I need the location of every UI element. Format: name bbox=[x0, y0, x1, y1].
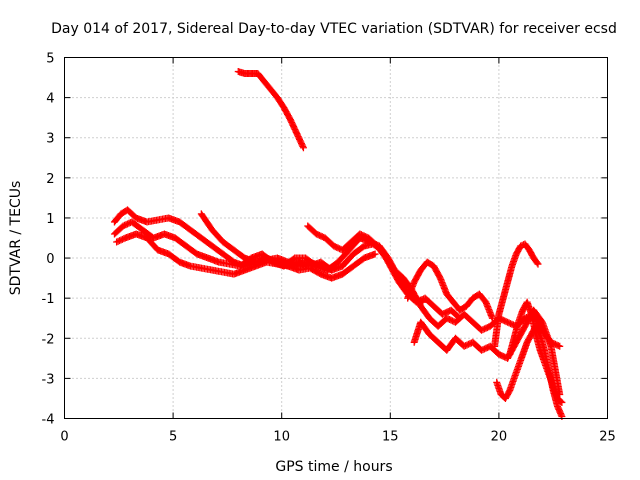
data-point bbox=[533, 259, 541, 267]
series-track-i bbox=[491, 240, 542, 350]
x-tick-label: 15 bbox=[382, 430, 399, 445]
data-point bbox=[557, 397, 565, 405]
plot-frame bbox=[64, 57, 608, 419]
y-tick-label: 1 bbox=[46, 212, 54, 227]
data-point bbox=[299, 144, 307, 152]
y-tick-label: -4 bbox=[42, 413, 55, 428]
chart-title: Day 014 of 2017, Sidereal Day-to-day VTE… bbox=[51, 21, 617, 37]
y-tick-label: 3 bbox=[46, 132, 54, 147]
series-track-c bbox=[113, 230, 379, 282]
x-tick-label: 0 bbox=[60, 430, 68, 445]
y-axis-label: SDTVAR / TECUs bbox=[8, 181, 24, 296]
data-point bbox=[556, 342, 564, 350]
data-point bbox=[534, 260, 542, 268]
x-tick-label: 5 bbox=[169, 430, 177, 445]
x-tick-label: 25 bbox=[599, 430, 616, 445]
series-track-e bbox=[234, 68, 307, 152]
series-track-k bbox=[506, 298, 566, 406]
data-point bbox=[299, 142, 307, 150]
y-tick-label: 4 bbox=[46, 92, 54, 107]
y-tick-label: 2 bbox=[46, 172, 54, 187]
series-track-b bbox=[110, 218, 427, 306]
data-point bbox=[488, 314, 496, 322]
data-point bbox=[328, 266, 336, 274]
y-tick-label: -1 bbox=[42, 292, 55, 307]
data-point bbox=[554, 342, 562, 350]
series-track-h bbox=[404, 258, 496, 322]
y-tick-label: -3 bbox=[42, 372, 55, 387]
series-track-d bbox=[197, 210, 336, 274]
y-tick-label: 0 bbox=[46, 252, 54, 267]
data-points bbox=[110, 68, 566, 420]
data-point bbox=[558, 398, 566, 406]
data-point bbox=[371, 250, 379, 258]
x-tick-label: 20 bbox=[491, 430, 508, 445]
y-tick-label: 5 bbox=[46, 52, 54, 67]
x-tick-label: 10 bbox=[273, 430, 290, 445]
y-tick-label: -2 bbox=[42, 332, 55, 347]
x-axis-label: GPS time / hours bbox=[275, 459, 392, 475]
